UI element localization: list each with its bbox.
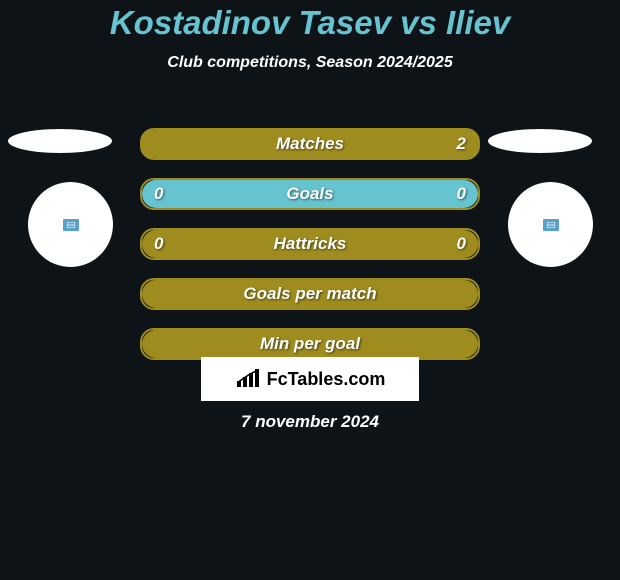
stat-row: Goals per match bbox=[140, 278, 480, 310]
player-avatar-right bbox=[488, 129, 592, 153]
card-subtitle: Club competitions, Season 2024/2025 bbox=[0, 54, 620, 72]
card-title: Kostadinov Tasev vs Iliev bbox=[0, 4, 620, 42]
card-date: 7 november 2024 bbox=[0, 412, 620, 432]
brand-text: FcTables.com bbox=[267, 369, 386, 390]
stat-rows: Matches2Goals00Hattricks00Goals per matc… bbox=[140, 128, 480, 378]
brand-badge: FcTables.com bbox=[201, 357, 419, 401]
stat-row: Matches2 bbox=[140, 128, 480, 160]
stat-label: Min per goal bbox=[142, 330, 478, 358]
player-avatar-left bbox=[8, 129, 112, 153]
stat-value-left: 0 bbox=[154, 230, 163, 258]
comparison-card: Kostadinov Tasev vs Iliev Club competiti… bbox=[0, 4, 620, 580]
stat-label: Hattricks bbox=[142, 230, 478, 258]
stat-label: Goals per match bbox=[142, 280, 478, 308]
stat-value-right: 2 bbox=[457, 130, 466, 158]
club-badge-right-inner bbox=[543, 219, 559, 231]
stat-row: Hattricks0 0 bbox=[140, 228, 480, 260]
stat-value-left: 0 bbox=[154, 180, 163, 208]
club-badge-left bbox=[28, 182, 113, 267]
stat-label: Matches bbox=[142, 130, 478, 158]
club-badge-right bbox=[508, 182, 593, 267]
stat-label: Goals bbox=[142, 180, 478, 208]
stat-row: Min per goal bbox=[140, 328, 480, 360]
stat-value-right: 0 bbox=[457, 230, 466, 258]
stat-value-right: 0 bbox=[457, 180, 466, 208]
brand-chart-icon bbox=[235, 369, 263, 389]
club-badge-left-inner bbox=[63, 219, 79, 231]
stat-row: Goals0 0 bbox=[140, 178, 480, 210]
